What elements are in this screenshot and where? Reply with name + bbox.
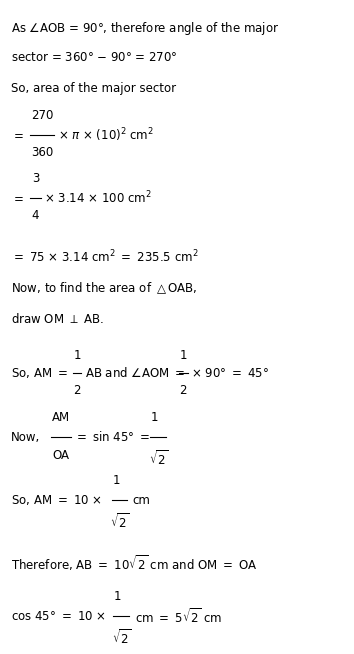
Text: $\sqrt{2}$: $\sqrt{2}$ [149,449,168,468]
Text: 3: 3 [32,172,39,185]
Text: 270: 270 [31,109,53,122]
Text: draw OM $\perp$ AB.: draw OM $\perp$ AB. [11,311,104,326]
Text: 2: 2 [73,384,81,397]
Text: Now, to find the area of $\triangle$OAB,: Now, to find the area of $\triangle$OAB, [11,280,197,296]
Text: OA: OA [52,449,70,462]
Text: cm: cm [133,494,150,507]
Text: cm $=$ 5$\sqrt{2}$ cm: cm $=$ 5$\sqrt{2}$ cm [135,607,222,626]
Text: Now,: Now, [11,431,40,444]
Text: $=$ sin 45° $=$: $=$ sin 45° $=$ [74,430,150,445]
Text: So, AM $=$ 10 $\times$: So, AM $=$ 10 $\times$ [11,493,102,508]
Text: 1: 1 [73,349,81,362]
Text: Therefore, AB $=$ 10$\sqrt{2}$ cm and OM $=$ OA: Therefore, AB $=$ 10$\sqrt{2}$ cm and OM… [11,553,257,573]
Text: 1: 1 [133,653,141,654]
Text: AM: AM [52,411,70,424]
Text: 4: 4 [32,209,39,222]
Text: $=$: $=$ [11,128,23,141]
Text: So, area of the major sector: So, area of the major sector [11,82,176,95]
Text: 1: 1 [112,474,120,487]
Text: $\times$ 3.14 $\times$ 100 cm$^2$: $\times$ 3.14 $\times$ 100 cm$^2$ [44,189,152,206]
Text: $\times$ $\pi$ $\times$ (10)$^2$ cm$^2$: $\times$ $\pi$ $\times$ (10)$^2$ cm$^2$ [58,126,154,143]
Text: 1: 1 [179,349,187,362]
Text: $\times$ 90° $=$ 45°: $\times$ 90° $=$ 45° [191,367,269,380]
Text: As $\angle$AOB = 90°, therefore angle of the major: As $\angle$AOB = 90°, therefore angle of… [11,20,279,37]
Text: $\sqrt{2}$: $\sqrt{2}$ [110,512,129,530]
Text: sector = 360° $-$ 90° = 270°: sector = 360° $-$ 90° = 270° [11,51,177,64]
Text: 360: 360 [31,146,53,159]
Text: So, AM $=$: So, AM $=$ [11,366,68,381]
Text: cos 45° $=$ 10 $\times$: cos 45° $=$ 10 $\times$ [11,610,106,623]
Text: $=$ 75 $\times$ 3.14 cm$^2$ $=$ 235.5 cm$^2$: $=$ 75 $\times$ 3.14 cm$^2$ $=$ 235.5 cm… [11,249,198,266]
Text: $\sqrt{2}$: $\sqrt{2}$ [112,628,131,647]
Text: 1: 1 [151,411,159,424]
Text: 1: 1 [114,591,121,603]
Text: AB and $\angle$AOM $=$: AB and $\angle$AOM $=$ [85,366,185,381]
Text: $=$: $=$ [11,191,23,204]
Text: 2: 2 [179,384,187,397]
